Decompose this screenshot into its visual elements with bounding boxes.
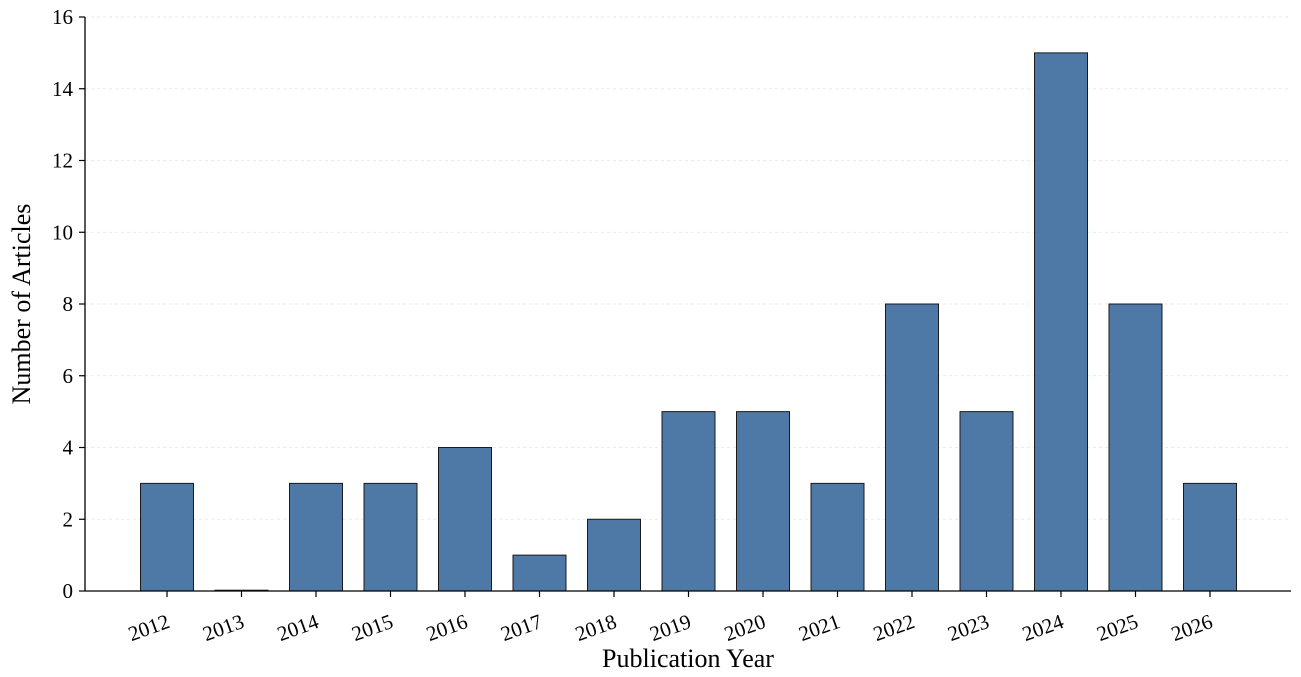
x-tick-label: 2019 (647, 609, 695, 646)
bar-2016 (438, 447, 492, 592)
y-tick-labels: 0 2 4 6 8 10 12 14 16 (52, 5, 74, 603)
y-axis-label: Number of Articles (7, 204, 36, 405)
x-tick-label: 2026 (1168, 609, 1216, 646)
x-tick-label: 2018 (572, 609, 620, 646)
bar-2014 (289, 482, 343, 592)
x-tick-label: 2013 (200, 609, 248, 646)
bar-2012 (140, 482, 194, 592)
x-tick-label: 2020 (721, 609, 769, 646)
y-tick-label: 4 (63, 436, 74, 460)
x-tick-label: 2025 (1094, 609, 1142, 646)
bar-2023 (959, 411, 1014, 592)
bar-2025 (1108, 303, 1163, 592)
x-tick-label: 2017 (498, 609, 546, 646)
gridlines (85, 16, 1291, 520)
bar-2017 (512, 554, 567, 592)
bars (140, 52, 1237, 592)
axes (79, 16, 1291, 597)
y-tick-label: 2 (63, 507, 74, 531)
x-tick-label: 2015 (349, 609, 397, 646)
x-tick-label: 2014 (274, 609, 322, 646)
x-tick-label: 2022 (870, 609, 918, 646)
bar-2021 (810, 482, 865, 592)
bar-2024 (1034, 52, 1088, 592)
y-tick-label: 12 (52, 149, 73, 173)
x-tick-label: 2023 (945, 609, 993, 646)
y-tick-label: 16 (52, 5, 73, 29)
x-tick-labels: 2012 2013 2014 2015 2016 2017 2018 2019 2020 2021… (125, 609, 1216, 646)
bar-2020 (736, 411, 790, 592)
x-tick-label: 2016 (423, 609, 471, 646)
bar-2022 (885, 303, 939, 592)
y-tick-label: 10 (52, 220, 73, 244)
x-tick-label: 2012 (125, 609, 173, 646)
y-tick-label: 6 (63, 364, 74, 388)
y-tick-label: 14 (52, 77, 74, 101)
x-tick-label: 2021 (796, 609, 844, 646)
x-axis-label: Publication Year (602, 644, 774, 673)
bar-2018 (587, 518, 641, 592)
bar-2015 (363, 482, 418, 592)
bar-2019 (661, 411, 716, 592)
y-tick-label: 0 (63, 579, 74, 603)
x-tick-label: 2024 (1019, 609, 1067, 646)
bar-2026 (1183, 482, 1237, 592)
y-tick-label: 8 (63, 292, 74, 316)
